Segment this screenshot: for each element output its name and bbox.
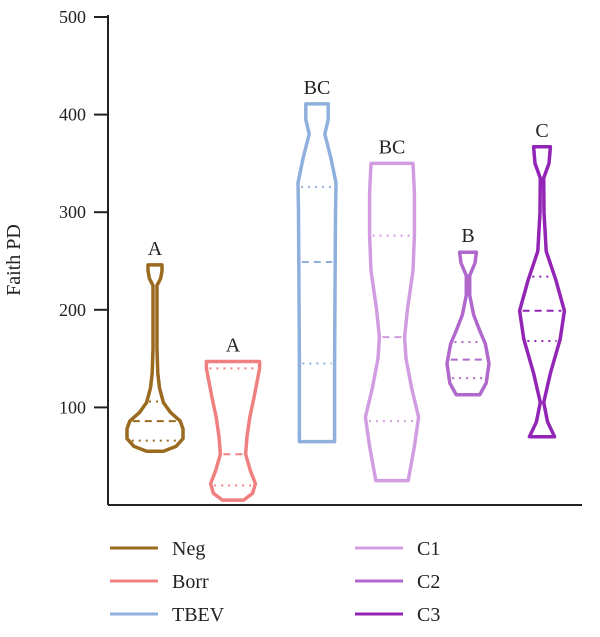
- violin-c3: C: [517, 120, 567, 439]
- y-axis-title: Faith PD: [3, 224, 25, 296]
- legend-item-c2: C2: [355, 571, 440, 593]
- legend-item-borr: Borr: [110, 571, 209, 593]
- violin-borr: A: [204, 335, 262, 502]
- legend-label: TBEV: [172, 604, 225, 626]
- y-tick-label: 200: [59, 300, 86, 320]
- y-ticks: 100 200 300 400 500: [59, 7, 108, 417]
- significance-letter: C: [535, 120, 548, 142]
- significance-letter: BC: [304, 77, 331, 99]
- violin-neg: A: [125, 238, 185, 454]
- legend-item-c1: C1: [355, 538, 440, 560]
- y-tick-label: 100: [59, 397, 86, 417]
- significance-letter: A: [148, 238, 163, 260]
- y-tick-label: 500: [59, 7, 86, 27]
- legend-item-neg: Neg: [110, 538, 205, 560]
- significance-letter: BC: [379, 136, 406, 158]
- violin-outline: [445, 250, 491, 397]
- violin-c1: BC: [363, 136, 421, 483]
- legend-item-c3: C3: [355, 604, 440, 626]
- violin-tbev: BC: [296, 77, 338, 444]
- y-axis: 100 200 300 400 500: [59, 7, 109, 505]
- y-tick-label: 400: [59, 105, 86, 125]
- violin-outline: [296, 102, 338, 444]
- violin-outline: [125, 263, 185, 454]
- violin-outline: [363, 161, 421, 483]
- significance-letter: A: [226, 335, 241, 357]
- legend: Neg Borr TBEV C1 C2 C3: [110, 538, 440, 626]
- legend-item-tbev: TBEV: [110, 604, 225, 626]
- legend-label: C3: [417, 604, 440, 626]
- violin-c2: B: [445, 225, 491, 397]
- significance-letter: B: [461, 225, 474, 247]
- violin-outline: [517, 145, 567, 439]
- legend-label: C1: [417, 538, 440, 560]
- legend-label: Borr: [172, 571, 209, 593]
- y-tick-label: 300: [59, 202, 86, 222]
- violin-outline: [204, 359, 262, 502]
- legend-label: Neg: [172, 538, 205, 560]
- legend-label: C2: [417, 571, 440, 593]
